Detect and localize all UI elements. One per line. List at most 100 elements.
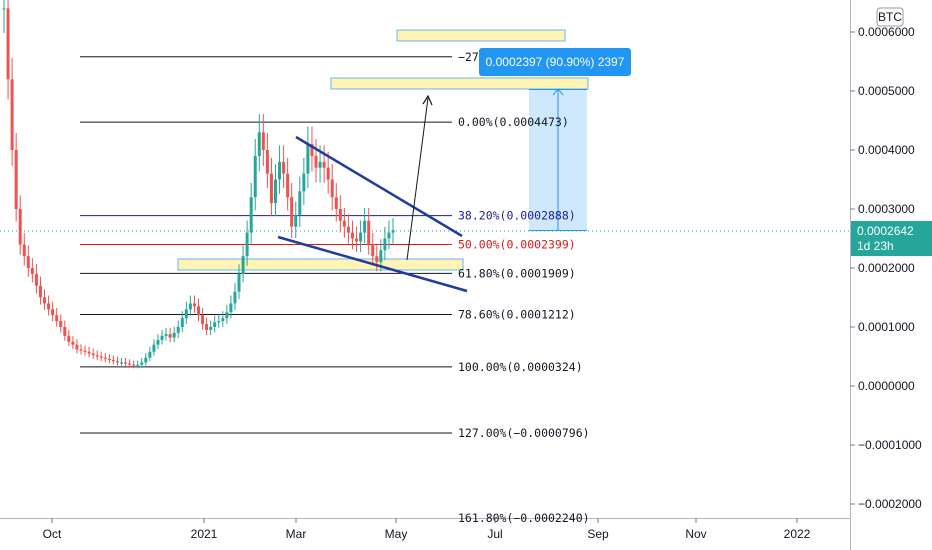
candle-body: [221, 318, 225, 322]
fibonacci-retracement[interactable]: −27 0.00%(0.0004473) 38.20%(0.0002888) 50.0…: [80, 50, 590, 525]
x-tick-label: Nov: [685, 527, 706, 541]
candle-body: [314, 155, 318, 168]
candle-body: [318, 161, 322, 168]
candle-body: [338, 209, 342, 221]
candle-body: [265, 150, 269, 174]
candle-body: [144, 357, 148, 363]
fib-level-label: 38.20%(0.0002888): [458, 209, 576, 223]
measure-label: 0.0002397 (90.90%) 2397: [479, 48, 631, 76]
candle-body: [140, 362, 144, 365]
candle-body: [346, 226, 350, 233]
candle-body: [30, 268, 34, 274]
candle-body: [302, 173, 306, 192]
current-price-badge: 0.0002642 1d 23h: [851, 221, 932, 256]
candle-body: [261, 132, 265, 150]
candle-body: [2, 8, 6, 10]
x-tick-label: Mar: [286, 527, 307, 541]
fib-level-label: 61.80%(0.0001909): [458, 266, 576, 280]
candle-body: [63, 327, 67, 336]
candle-body: [124, 362, 128, 364]
target-zone-mid[interactable]: [330, 77, 589, 90]
time-axis: Oct 2021 Mar May Jul Sep Nov 2022: [43, 518, 811, 541]
y-tick-label: 0.0006000: [858, 25, 915, 39]
fib-level-label: 78.60%(0.0001212): [458, 307, 576, 321]
candle-body: [10, 79, 14, 150]
candle-body: [59, 321, 63, 327]
candle-body: [47, 303, 51, 310]
price-axis: 0.0006000 0.0005000 0.0004000 0.0003000 0.00…: [850, 25, 922, 511]
candle-body: [172, 332, 176, 338]
candle-body: [294, 214, 298, 227]
x-tick-label: Oct: [43, 527, 62, 541]
fib-level-label: 100.00%(0.0000324): [458, 360, 583, 374]
candle-body: [180, 318, 184, 327]
current-price-text: 0.0002642: [857, 224, 914, 238]
candle-body: [253, 155, 257, 198]
candle-body: [298, 191, 302, 215]
candle-body: [330, 179, 334, 198]
candle-body: [55, 315, 59, 322]
y-tick-label: −0.0002000: [858, 497, 922, 511]
candle-body: [192, 303, 196, 307]
countdown-text: 1d 23h: [857, 239, 894, 253]
x-tick-label: Sep: [587, 527, 609, 541]
candle-body: [38, 285, 42, 298]
candle-body: [306, 144, 310, 174]
candle-body: [371, 244, 375, 257]
y-tick-label: 0.0000000: [858, 379, 915, 393]
fib-level-label: 0.00%(0.0004473): [458, 115, 569, 129]
candle-body: [26, 256, 30, 268]
candle-body: [249, 197, 253, 233]
candle-body: [322, 161, 326, 168]
candle-body: [359, 232, 363, 242]
candle-body: [79, 349, 83, 351]
candle-body: [326, 167, 330, 180]
candle-body: [217, 321, 221, 323]
candle-body: [160, 335, 164, 340]
candle-body: [213, 322, 217, 327]
candle-body: [128, 363, 132, 365]
candle-body: [286, 173, 290, 198]
candle-body: [91, 353, 95, 356]
candle-body: [387, 232, 391, 239]
candle-body: [310, 144, 314, 156]
wedge-upper-trendline[interactable]: [295, 135, 463, 238]
candle-body: [383, 238, 387, 251]
candle-body: [75, 344, 79, 350]
candle-body: [237, 273, 241, 292]
support-zone[interactable]: [177, 258, 464, 271]
wedge-lower-trendline[interactable]: [277, 235, 468, 293]
measure-label-text: 0.0002397 (90.90%) 2397: [486, 55, 625, 69]
candle-body: [120, 362, 124, 364]
candle-body: [209, 327, 213, 330]
candle-body: [14, 150, 18, 209]
candle-body: [22, 244, 26, 257]
projection-arrow[interactable]: [406, 97, 429, 261]
candle-body: [103, 357, 107, 359]
candle-body: [334, 197, 338, 209]
fib-level-label: 161.80%(−0.0002240): [458, 511, 590, 525]
candle-body: [111, 360, 115, 362]
candle-body: [115, 361, 119, 363]
candle-body: [278, 161, 282, 180]
candle-body: [34, 273, 38, 286]
y-tick-label: 0.0002000: [858, 261, 915, 275]
y-tick-label: 0.0001000: [858, 320, 915, 334]
x-tick-label: 2021: [191, 527, 218, 541]
x-tick-label: Jul: [487, 527, 502, 541]
currency-badge[interactable]: BTC: [876, 7, 904, 27]
candle-body: [136, 364, 140, 366]
candle-body: [156, 339, 160, 345]
candle-body: [201, 315, 205, 325]
candle-body: [95, 355, 99, 357]
candle-body: [273, 179, 277, 204]
candle-body: [18, 209, 22, 245]
candle-body: [132, 364, 136, 366]
candle-body: [391, 230, 395, 233]
candle-body: [367, 220, 371, 245]
candle-body: [188, 303, 192, 310]
candle-body: [229, 303, 233, 313]
target-zone-top[interactable]: [396, 29, 566, 42]
y-tick-label: 0.0004000: [858, 143, 915, 157]
